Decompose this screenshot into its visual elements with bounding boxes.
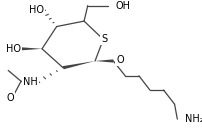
Polygon shape: [20, 47, 42, 50]
Text: NH: NH: [23, 77, 37, 87]
Polygon shape: [62, 61, 95, 69]
Text: OH: OH: [115, 1, 130, 11]
Polygon shape: [95, 59, 113, 63]
Text: S: S: [101, 34, 107, 44]
Text: HO: HO: [29, 5, 44, 15]
Text: O: O: [7, 93, 14, 103]
Text: O: O: [116, 55, 123, 65]
Text: HO: HO: [6, 44, 21, 54]
Text: NH₂: NH₂: [184, 114, 202, 124]
